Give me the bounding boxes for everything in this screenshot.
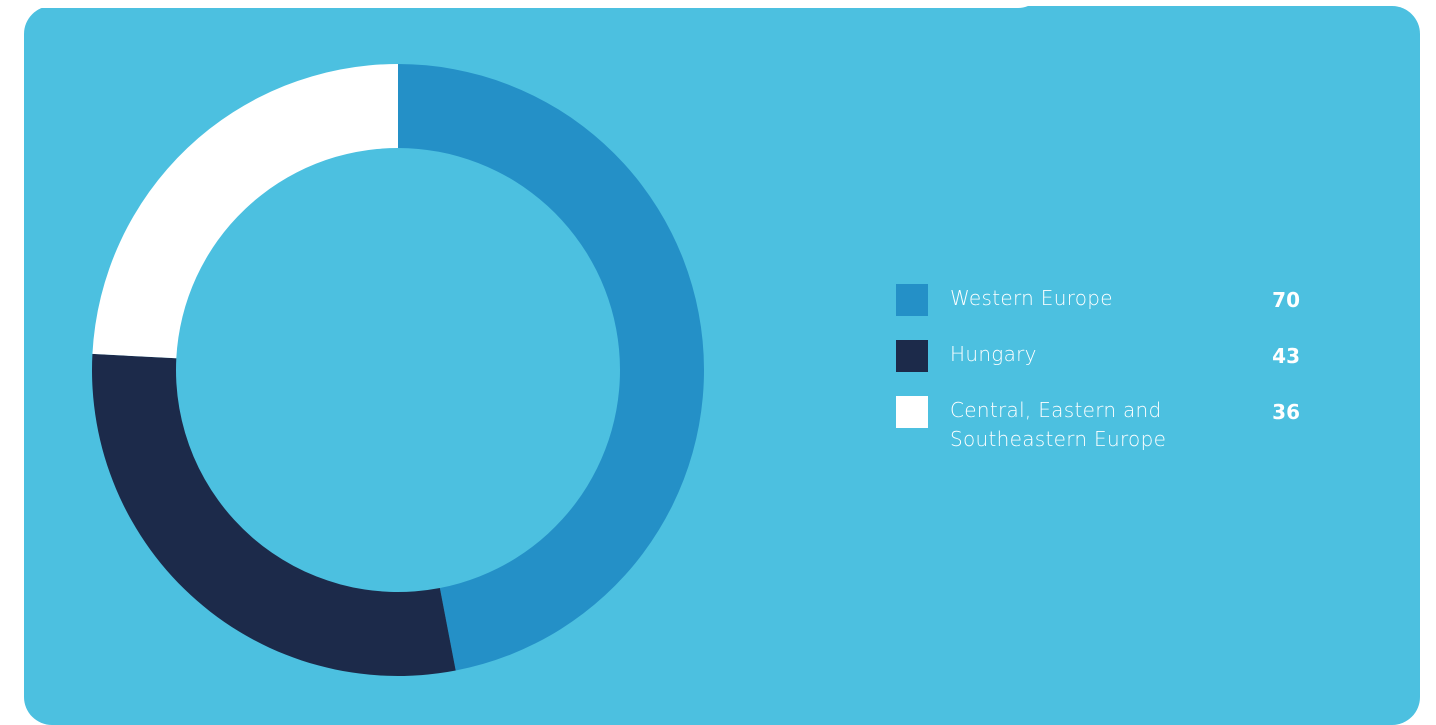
top-link-underline bbox=[1159, 2, 1298, 6]
legend-swatch-cese bbox=[896, 396, 928, 428]
donut-slice-hungary bbox=[92, 353, 456, 677]
legend-value-western-europe: 70 bbox=[1272, 288, 1300, 312]
legend-item-western-europe: Western Europe 70 bbox=[896, 284, 1316, 316]
legend-label-hungary: Hungary bbox=[950, 342, 1037, 366]
chart-legend: Western Europe 70 Hungary 43 Central, Ea… bbox=[896, 284, 1316, 478]
legend-swatch-hungary bbox=[896, 340, 928, 372]
legend-value-cese: 36 bbox=[1272, 400, 1300, 424]
donut-slices bbox=[92, 64, 705, 677]
donut-slice-western-europe bbox=[398, 64, 705, 671]
donut-slice-central-eastern-and-southeastern-europe bbox=[92, 64, 398, 359]
legend-item-cese: Central, Eastern and Southeastern Europe… bbox=[896, 396, 1316, 454]
legend-label-cese: Central, Eastern and Southeastern Europe bbox=[950, 398, 1167, 451]
legend-value-hungary: 43 bbox=[1272, 344, 1300, 368]
top-tab-shape bbox=[24, 0, 1044, 8]
legend-label-western-europe: Western Europe bbox=[950, 286, 1113, 310]
legend-swatch-western-europe bbox=[896, 284, 928, 316]
legend-item-hungary: Hungary 43 bbox=[896, 340, 1316, 372]
